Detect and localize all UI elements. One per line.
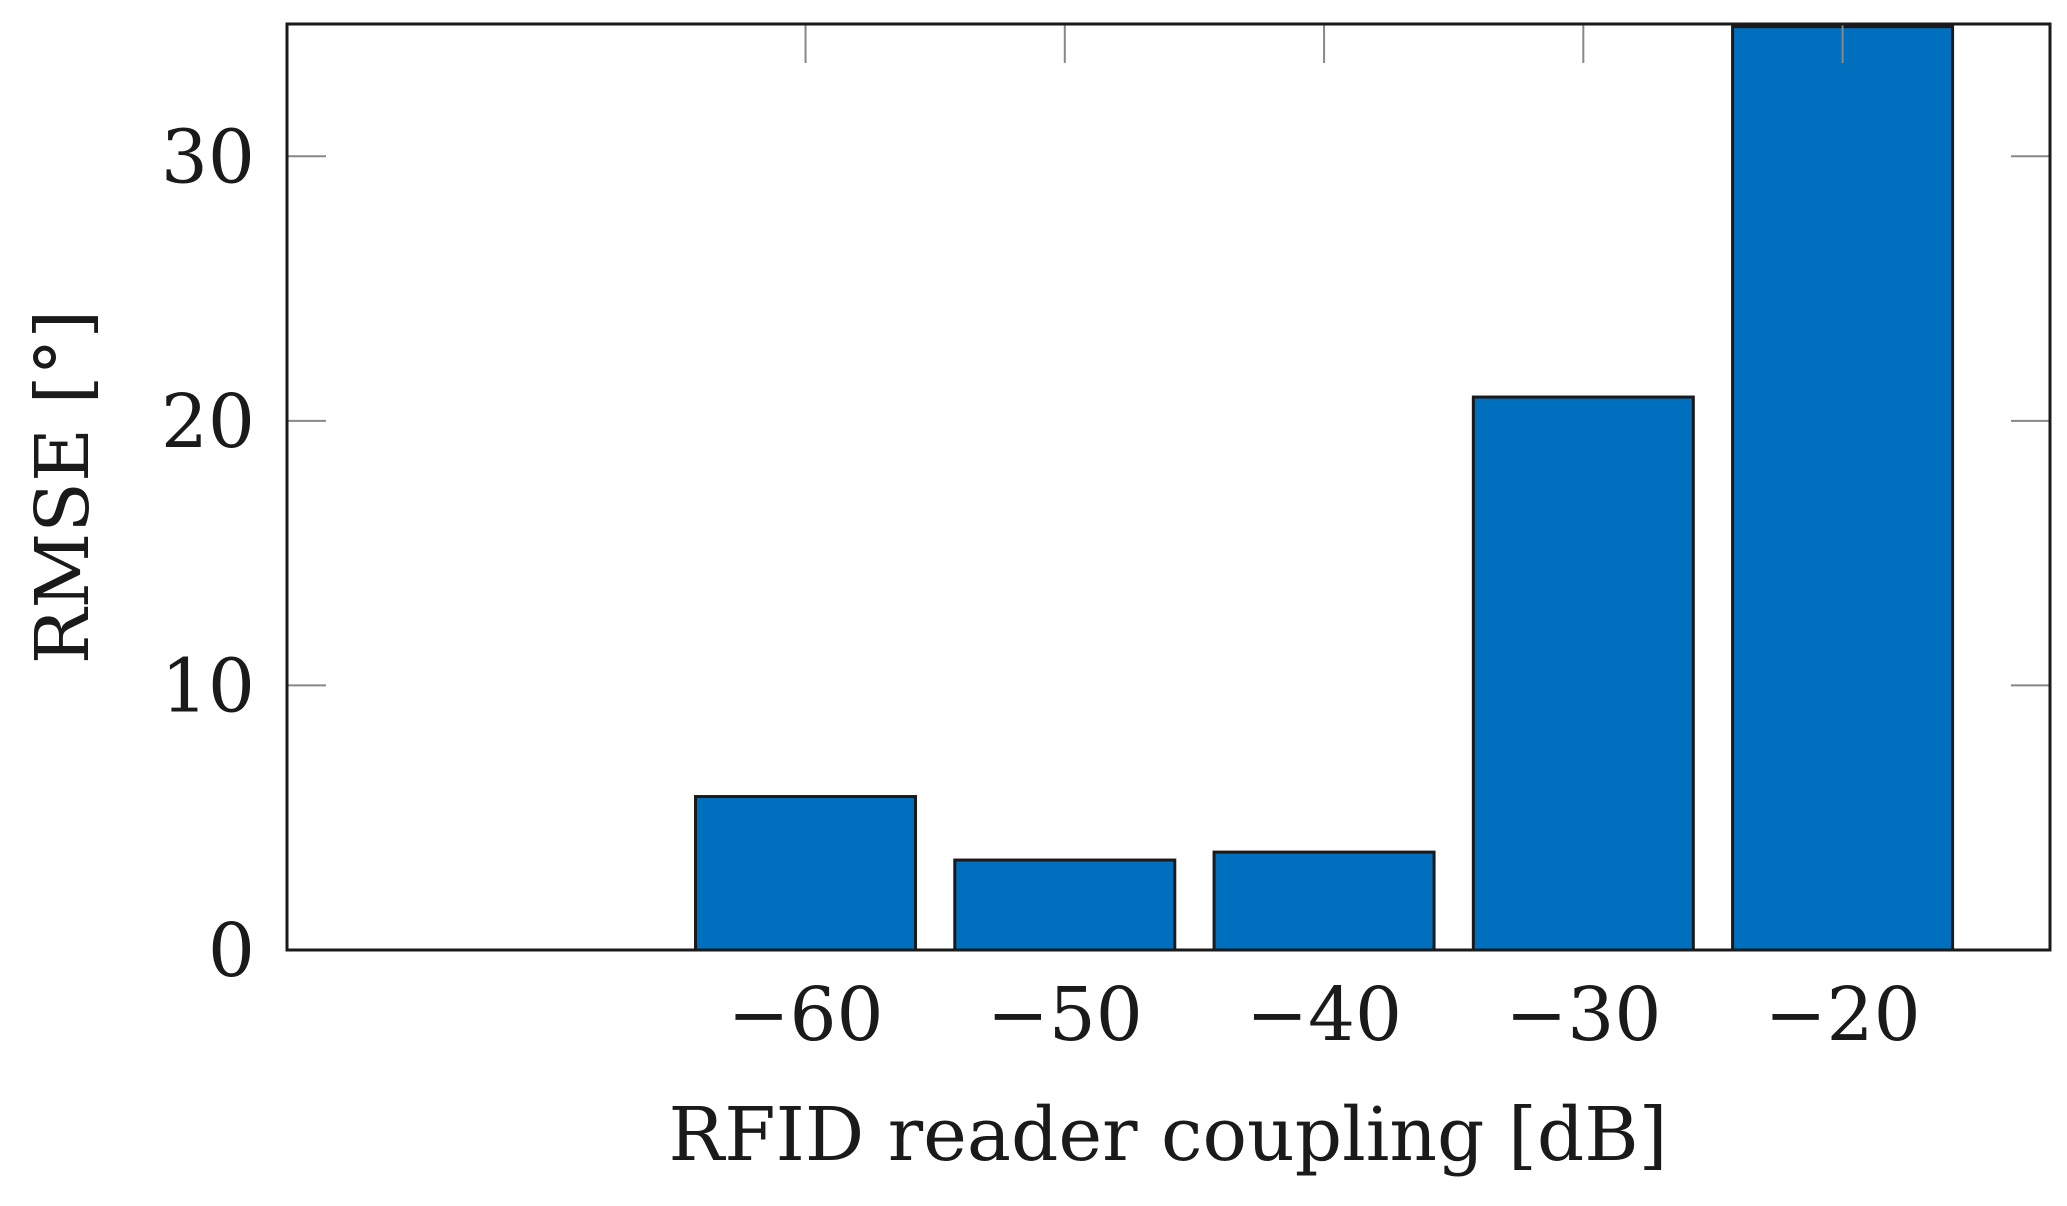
y-tick-label: 20 — [161, 379, 255, 465]
bar — [953, 858, 1177, 952]
plot-area-frame — [285, 22, 2052, 952]
bars-layer — [694, 25, 1955, 952]
x-tick-label: −30 — [1505, 972, 1661, 1058]
bar — [1471, 395, 1695, 952]
y-tick-label: 0 — [208, 908, 255, 994]
ticks-layer — [287, 24, 2050, 687]
x-tick-label: −60 — [727, 972, 883, 1058]
y-tick-label: 30 — [161, 114, 255, 200]
x-tick-label: −20 — [1765, 972, 1921, 1058]
x-tick-label: −50 — [987, 972, 1143, 1058]
x-tick-label: −40 — [1246, 972, 1402, 1058]
tick-labels-layer: −60 −50 −40 −30 −20 0 10 20 30 — [161, 114, 1921, 1058]
bar — [1212, 850, 1436, 952]
y-tick-label: 10 — [161, 643, 255, 729]
bar — [1731, 25, 1955, 952]
y-axis-title: RMSE [°] — [20, 310, 106, 664]
bar — [694, 795, 918, 952]
x-axis-title: RFID reader coupling [dB] — [669, 1092, 1668, 1178]
